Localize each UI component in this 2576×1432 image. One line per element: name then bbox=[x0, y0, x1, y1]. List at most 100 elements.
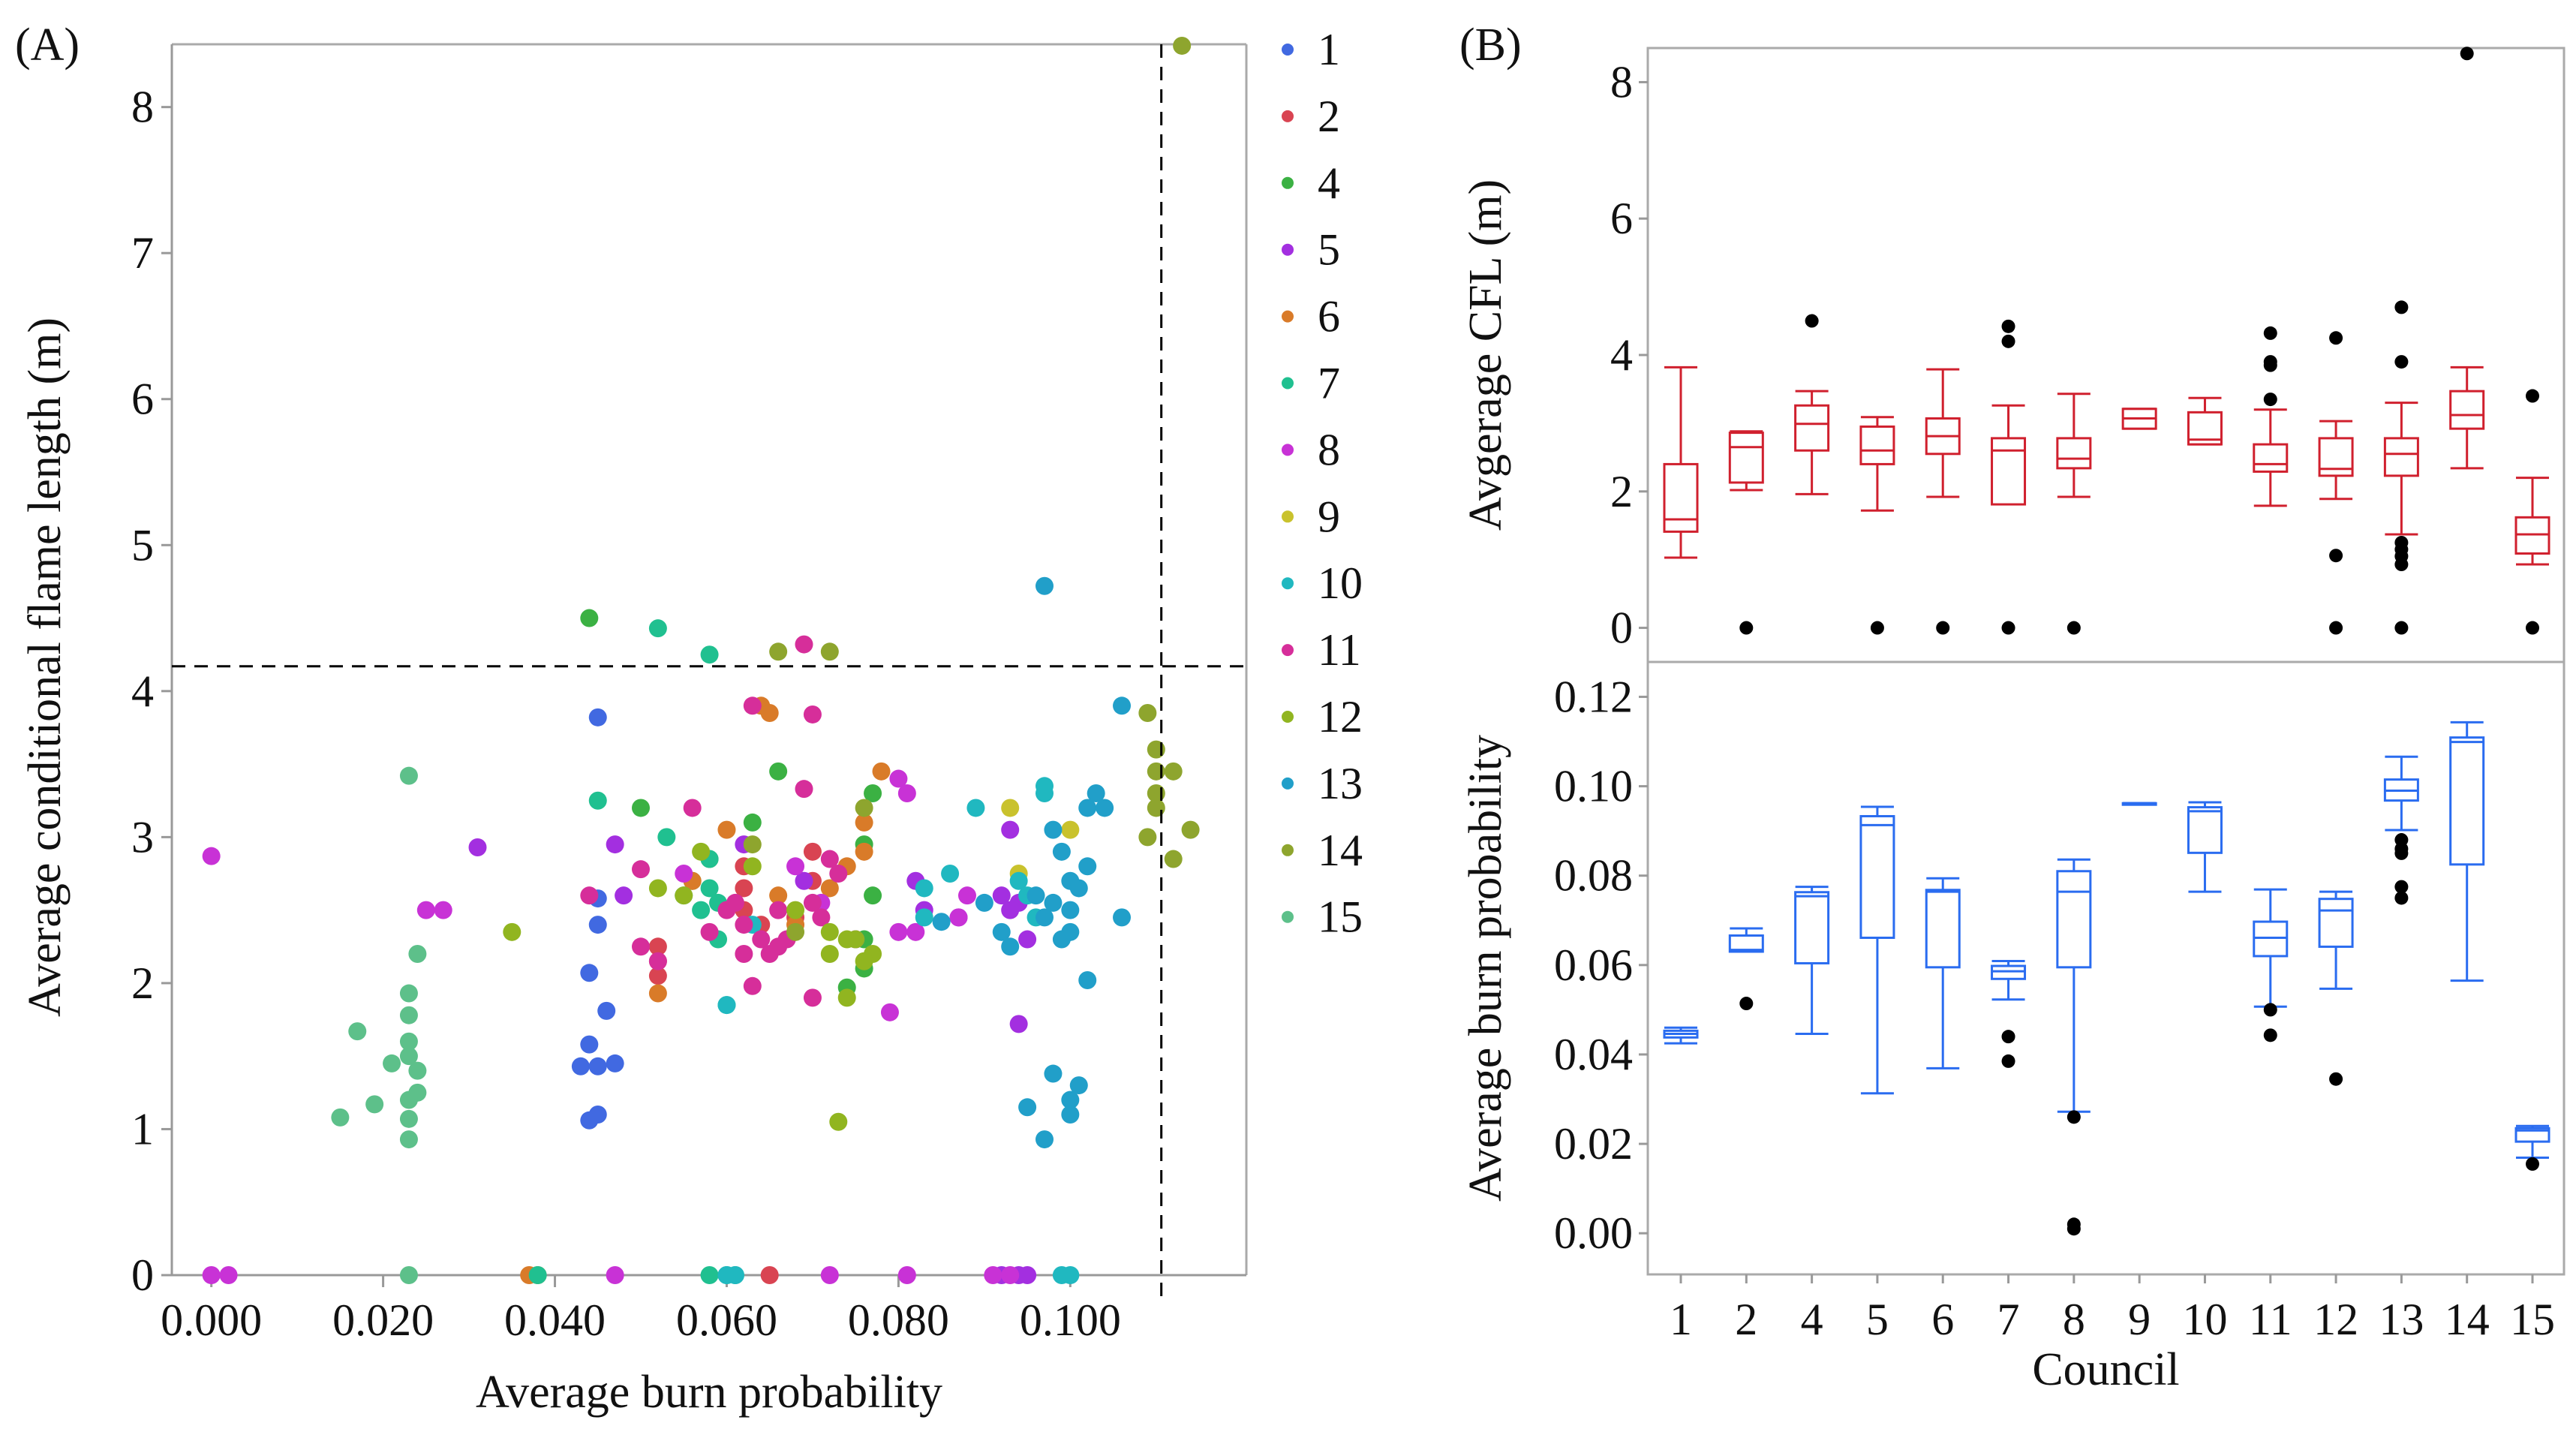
series-council-10 bbox=[717, 777, 1080, 1284]
scatter-point bbox=[855, 952, 873, 970]
scatter-point bbox=[416, 901, 435, 919]
scatter-point bbox=[1078, 971, 1097, 990]
scatter-point bbox=[1001, 799, 1020, 817]
outlier-point bbox=[2001, 334, 2015, 348]
scatter-point bbox=[700, 879, 719, 898]
scatter-point bbox=[889, 922, 908, 941]
scatter-point bbox=[580, 964, 599, 982]
scatter-point bbox=[1009, 1015, 1028, 1033]
scatter-point bbox=[1009, 871, 1028, 890]
scatter-point bbox=[399, 1109, 418, 1128]
y-tick-label: 0 bbox=[1610, 603, 1633, 653]
scatter-point bbox=[743, 976, 762, 995]
legend-label: 2 bbox=[1318, 92, 1340, 141]
legend-label: 7 bbox=[1318, 359, 1340, 408]
legend-label: 4 bbox=[1318, 158, 1340, 208]
legend-item: 14 bbox=[1282, 826, 1363, 875]
legend-label: 5 bbox=[1318, 225, 1340, 275]
scatter-point bbox=[1018, 930, 1037, 949]
scatter-point bbox=[1181, 820, 1200, 839]
legend-item: 9 bbox=[1282, 492, 1340, 541]
y-axis-title: Average burn probability bbox=[1460, 735, 1511, 1202]
scatter-point bbox=[1035, 576, 1054, 595]
y-tick-label: 4 bbox=[131, 666, 154, 716]
x-tick-label: 6 bbox=[1931, 1295, 1954, 1344]
y-tick-label: 6 bbox=[1610, 194, 1633, 243]
scatter-point bbox=[615, 886, 633, 905]
scatter-point bbox=[648, 937, 667, 956]
scatter-point bbox=[1018, 1098, 1037, 1117]
scatter-point bbox=[717, 1266, 736, 1284]
outlier-point bbox=[2001, 1030, 2015, 1044]
y-tick-label: 0 bbox=[131, 1250, 154, 1300]
outlier-point bbox=[2394, 891, 2409, 905]
scatter-point bbox=[855, 842, 873, 861]
y-tick-label: 4 bbox=[1610, 330, 1633, 380]
legend-marker bbox=[1282, 377, 1294, 390]
legend-label: 1 bbox=[1318, 25, 1340, 74]
scatter-point bbox=[803, 988, 822, 1007]
y-tick-label: 0.00 bbox=[1554, 1208, 1633, 1258]
legend-item: 12 bbox=[1282, 692, 1363, 742]
scatter-point bbox=[468, 838, 487, 856]
scatter-point bbox=[1001, 937, 1020, 956]
boxplot-council-4 bbox=[1794, 886, 1830, 1036]
box-iqr bbox=[2056, 870, 2092, 969]
boxplot-council-1 bbox=[1663, 366, 1699, 559]
scatter-point bbox=[1147, 740, 1165, 759]
x-tick-label: 2 bbox=[1735, 1295, 1757, 1344]
scatter-point bbox=[1061, 1106, 1080, 1124]
panel-label-a: (A) bbox=[15, 20, 80, 71]
scatter-point bbox=[820, 922, 839, 941]
outlier-point bbox=[2460, 47, 2474, 61]
legend-label: 10 bbox=[1318, 558, 1363, 608]
box-iqr bbox=[1859, 814, 1895, 939]
legend-marker bbox=[1282, 510, 1294, 523]
legend-label: 9 bbox=[1318, 492, 1340, 541]
outlier-point bbox=[2526, 389, 2539, 403]
scatter-point bbox=[1087, 784, 1105, 803]
legend-marker bbox=[1282, 176, 1294, 189]
boxplot-council-7 bbox=[1991, 319, 2027, 635]
boxplot-council-9 bbox=[2121, 408, 2157, 430]
boxplot-council-2 bbox=[1728, 430, 1764, 635]
scatter-point bbox=[820, 850, 839, 868]
box-iqr bbox=[1728, 934, 1764, 953]
scatter-point bbox=[683, 799, 702, 817]
outlier-point bbox=[2394, 621, 2409, 635]
box-iqr bbox=[2056, 437, 2092, 470]
scatter-point bbox=[906, 922, 925, 941]
scatter-point bbox=[1147, 799, 1165, 817]
scatter-point bbox=[1035, 908, 1054, 927]
x-tick-label: 13 bbox=[2379, 1295, 2424, 1344]
scatter-point bbox=[837, 930, 856, 949]
scatter-point bbox=[648, 967, 667, 985]
scatter-point bbox=[202, 1266, 221, 1284]
series-council-9 bbox=[1001, 799, 1080, 883]
legend-label: 13 bbox=[1318, 759, 1363, 808]
legend-marker bbox=[1282, 110, 1294, 122]
scatter-point bbox=[897, 784, 916, 803]
legend-label: 15 bbox=[1318, 892, 1363, 942]
scatter-point bbox=[692, 842, 711, 861]
legend-marker bbox=[1282, 577, 1294, 590]
box-iqr bbox=[1663, 462, 1699, 533]
box-iqr bbox=[1794, 404, 1830, 452]
scatter-point bbox=[957, 886, 976, 905]
box-iqr bbox=[1925, 889, 1961, 969]
scatter-point bbox=[726, 893, 744, 912]
scatter-point bbox=[606, 835, 624, 854]
scatter-point bbox=[795, 635, 813, 654]
outlier-point bbox=[2394, 846, 2409, 860]
scatter-point bbox=[949, 908, 968, 927]
scatter-point bbox=[1069, 1076, 1088, 1095]
legend-marker bbox=[1282, 711, 1294, 723]
x-tick-label: 0.100 bbox=[1020, 1295, 1121, 1345]
scatter-point bbox=[812, 908, 831, 927]
scatter-panel: 0 1 2 3 4 5 6 7 8 0.000 0.020 0.040 0.060 0.080 0.100 A… bbox=[20, 36, 1248, 1418]
outlier-point bbox=[2329, 331, 2343, 345]
scatter-point bbox=[580, 886, 599, 905]
y-tick-label: 7 bbox=[131, 228, 154, 278]
scatter-point bbox=[588, 791, 607, 810]
y-tick-label: 2 bbox=[1610, 467, 1633, 516]
